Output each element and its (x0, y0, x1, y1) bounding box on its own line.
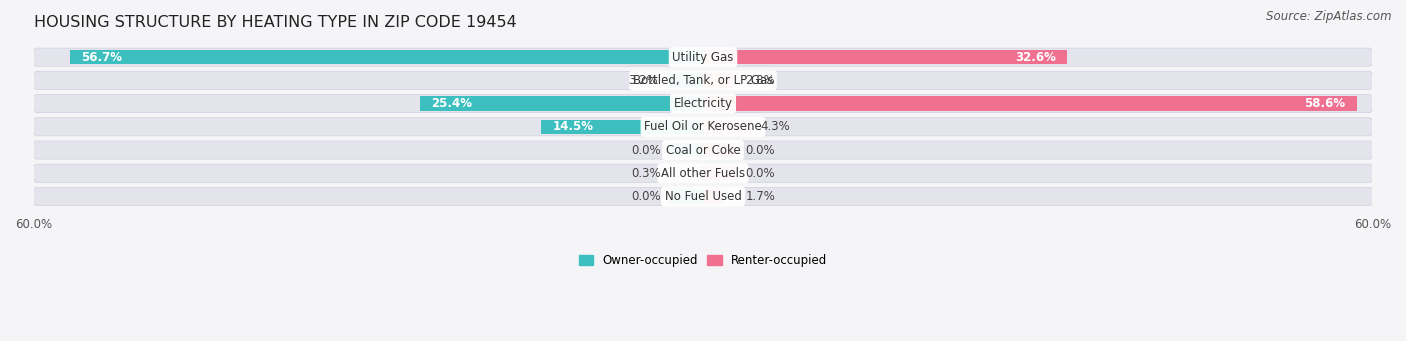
Bar (703, 166, 737, 180)
Text: No Fuel Used: No Fuel Used (665, 190, 741, 203)
Text: 1.7%: 1.7% (745, 190, 775, 203)
Text: 2.8%: 2.8% (745, 74, 775, 87)
Text: 0.3%: 0.3% (631, 167, 661, 180)
FancyBboxPatch shape (34, 188, 1372, 206)
FancyBboxPatch shape (34, 164, 1372, 182)
Text: 3.2%: 3.2% (628, 74, 658, 87)
Bar (703, 73, 734, 88)
Bar (668, 73, 703, 88)
Bar (703, 97, 1357, 111)
Text: HOUSING STRUCTURE BY HEATING TYPE IN ZIP CODE 19454: HOUSING STRUCTURE BY HEATING TYPE IN ZIP… (34, 15, 516, 30)
Bar (541, 120, 703, 134)
Text: 0.0%: 0.0% (745, 167, 775, 180)
FancyBboxPatch shape (34, 118, 1372, 136)
Bar (703, 50, 1067, 64)
Text: Electricity: Electricity (673, 97, 733, 110)
Legend: Owner-occupied, Renter-occupied: Owner-occupied, Renter-occupied (579, 254, 827, 267)
Bar (700, 166, 703, 180)
FancyBboxPatch shape (34, 48, 1372, 66)
FancyBboxPatch shape (34, 71, 1372, 89)
Text: 0.0%: 0.0% (631, 190, 661, 203)
Text: Fuel Oil or Kerosene: Fuel Oil or Kerosene (644, 120, 762, 133)
FancyBboxPatch shape (34, 94, 1372, 113)
Text: 0.0%: 0.0% (745, 144, 775, 157)
Text: Bottled, Tank, or LP Gas: Bottled, Tank, or LP Gas (633, 74, 773, 87)
FancyBboxPatch shape (34, 141, 1372, 159)
Bar (669, 189, 703, 204)
Text: 58.6%: 58.6% (1305, 97, 1346, 110)
Text: All other Fuels: All other Fuels (661, 167, 745, 180)
Bar (703, 120, 751, 134)
Bar (70, 50, 703, 64)
Text: 56.7%: 56.7% (82, 51, 122, 64)
Text: 25.4%: 25.4% (430, 97, 472, 110)
Bar (703, 143, 737, 157)
Text: Source: ZipAtlas.com: Source: ZipAtlas.com (1267, 10, 1392, 23)
Text: 0.0%: 0.0% (631, 144, 661, 157)
Text: 4.3%: 4.3% (759, 120, 790, 133)
Bar (703, 189, 721, 204)
Bar (669, 143, 703, 157)
Bar (419, 97, 703, 111)
Text: Utility Gas: Utility Gas (672, 51, 734, 64)
Text: Coal or Coke: Coal or Coke (665, 144, 741, 157)
Text: 32.6%: 32.6% (1015, 51, 1056, 64)
Text: 14.5%: 14.5% (553, 120, 593, 133)
